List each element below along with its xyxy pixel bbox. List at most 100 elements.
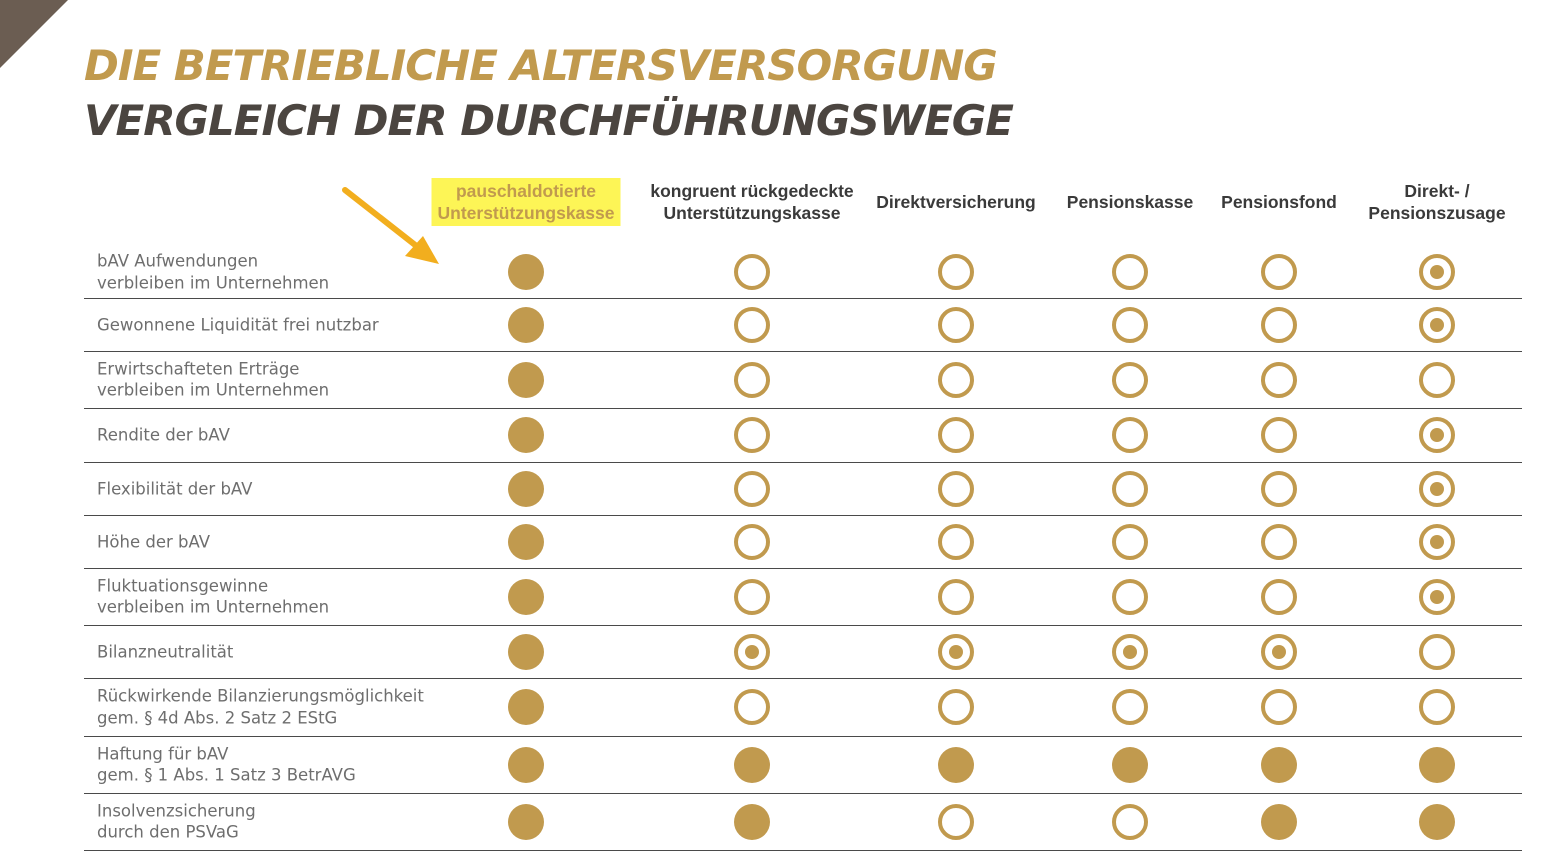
table-row-liquiditaet: Gewonnene Liquidität frei nutzbar (84, 298, 1522, 352)
filled-circle-icon (938, 746, 974, 783)
empty-circle-icon (1112, 254, 1148, 290)
empty-circle-icon (1261, 254, 1297, 290)
empty-circle-icon (1112, 361, 1148, 398)
filled-circle-icon (508, 523, 544, 560)
row-label: Rendite der bAV (97, 425, 230, 445)
filled-circle-icon (1261, 746, 1297, 783)
empty-circle-icon (1261, 306, 1297, 343)
table-row-rueckwirkend: Rückwirkende Bilanzierungsmöglichkeit ge… (84, 678, 1522, 737)
dot-circle-icon (1419, 470, 1455, 507)
row-label: Bilanzneutralität (97, 641, 234, 661)
column-header-pensionskasse: Pensionskasse (1067, 178, 1193, 226)
filled-circle-icon (508, 306, 544, 343)
column-header-direktversicherung: Direktversicherung (876, 178, 1036, 226)
empty-circle-icon (938, 361, 974, 398)
empty-circle-icon (1261, 361, 1297, 398)
row-label: Insolvenzsicherung durch den PSVaG (97, 801, 256, 842)
empty-circle-icon (734, 306, 770, 343)
empty-circle-icon (938, 803, 974, 840)
empty-circle-icon (1419, 689, 1455, 725)
filled-circle-icon (1419, 746, 1455, 783)
column-header-label: kongruent rückgedeckte Unterstützungskas… (650, 181, 854, 223)
empty-circle-icon (1112, 470, 1148, 507)
filled-circle-icon (734, 746, 770, 783)
table-row-flexibilitaet: Flexibilität der bAV (84, 462, 1522, 516)
filled-circle-icon (734, 803, 770, 840)
dot-circle-icon (1419, 254, 1455, 290)
title-line-2: VERGLEICH DER DURCHFÜHRUNGSWEGE (84, 96, 1014, 145)
table-row-aufwendungen: bAV Aufwendungen verbleiben im Unternehm… (84, 246, 1522, 299)
row-label: Rückwirkende Bilanzierungsmöglichkeit ge… (97, 686, 424, 728)
empty-circle-icon (1112, 578, 1148, 615)
table-row-insolvenz: Insolvenzsicherung durch den PSVaG (84, 793, 1522, 851)
empty-circle-icon (734, 470, 770, 507)
filled-circle-icon (508, 417, 544, 453)
pointer-arrow-icon (342, 187, 439, 264)
empty-circle-icon (938, 689, 974, 725)
empty-circle-icon (1112, 689, 1148, 725)
filled-circle-icon (1261, 803, 1297, 840)
empty-circle-icon (734, 689, 770, 725)
filled-circle-icon (508, 803, 544, 840)
dot-circle-icon (1419, 578, 1455, 615)
filled-circle-icon (508, 578, 544, 615)
empty-circle-icon (734, 523, 770, 560)
empty-circle-icon (938, 578, 974, 615)
filled-circle-icon (508, 470, 544, 507)
empty-circle-icon (734, 578, 770, 615)
empty-circle-icon (1419, 633, 1455, 670)
empty-circle-icon (938, 306, 974, 343)
dot-circle-icon (1419, 417, 1455, 453)
filled-circle-icon (508, 633, 544, 670)
table-row-ertraege: Erwirtschafteten Erträge verbleiben im U… (84, 351, 1522, 409)
empty-circle-icon (1419, 361, 1455, 398)
column-header-label: pauschaldotierte Unterstützungskasse (437, 181, 615, 223)
column-header-label: Direktversicherung (876, 192, 1036, 212)
corner-decoration (0, 0, 68, 68)
empty-circle-icon (938, 523, 974, 560)
title-line-1: DIE BETRIEBLICHE ALTERSVERSORGUNG (84, 41, 998, 90)
filled-circle-icon (1419, 803, 1455, 840)
empty-circle-icon (1112, 803, 1148, 840)
filled-circle-icon (508, 361, 544, 398)
table-row-rendite: Rendite der bAV (84, 408, 1522, 463)
dot-circle-icon (734, 633, 770, 670)
column-header-label: Direkt- / Pensionszusage (1368, 181, 1506, 223)
column-header-label: Pensionsfond (1221, 192, 1337, 212)
empty-circle-icon (938, 470, 974, 507)
column-header-direktzusage: Direkt- / Pensionszusage (1368, 178, 1505, 226)
empty-circle-icon (1261, 417, 1297, 453)
empty-circle-icon (1112, 417, 1148, 453)
table-row-haftung: Haftung für bAV gem. § 1 Abs. 1 Satz 3 B… (84, 736, 1522, 794)
empty-circle-icon (1261, 523, 1297, 560)
filled-circle-icon (508, 746, 544, 783)
dot-circle-icon (1112, 633, 1148, 670)
dot-circle-icon (938, 633, 974, 670)
empty-circle-icon (1261, 470, 1297, 507)
filled-circle-icon (508, 254, 544, 290)
empty-circle-icon (938, 417, 974, 453)
row-label: Gewonnene Liquidität frei nutzbar (97, 314, 379, 334)
filled-circle-icon (1112, 746, 1148, 783)
empty-circle-icon (1112, 306, 1148, 343)
empty-circle-icon (734, 254, 770, 290)
row-label: Flexibilität der bAV (97, 478, 253, 498)
table-row-bilanzneutralitaet: Bilanzneutralität (84, 625, 1522, 679)
row-label: Fluktuationsgewinne verbleiben im Untern… (97, 576, 330, 617)
column-header-label: Pensionskasse (1066, 192, 1194, 212)
empty-circle-icon (1112, 523, 1148, 560)
row-label: Haftung für bAV gem. § 1 Abs. 1 Satz 3 B… (97, 744, 356, 785)
filled-circle-icon (508, 689, 544, 725)
empty-circle-icon (1261, 689, 1297, 725)
dot-circle-icon (1419, 306, 1455, 343)
row-label: bAV Aufwendungen verbleiben im Unternehm… (97, 251, 330, 293)
table-row-fluktuation: Fluktuationsgewinne verbleiben im Untern… (84, 568, 1522, 626)
row-label: Höhe der bAV (97, 531, 211, 551)
empty-circle-icon (734, 361, 770, 398)
empty-circle-icon (734, 417, 770, 453)
row-label: Erwirtschafteten Erträge verbleiben im U… (97, 359, 330, 400)
empty-circle-icon (938, 254, 974, 290)
column-header-pauschal-uk: pauschaldotierte Unterstützungskasse (431, 178, 621, 226)
table-row-hoehe: Höhe der bAV (84, 515, 1522, 569)
column-header-pensionsfond: Pensionsfond (1221, 178, 1337, 226)
